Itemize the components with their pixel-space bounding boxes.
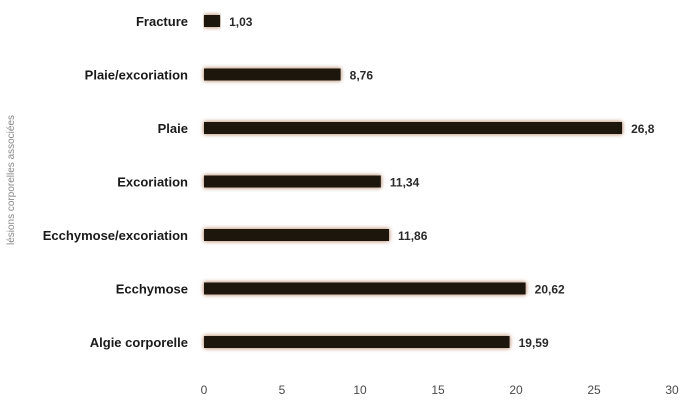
category-labels: Fracture Plaie/excoriation Plaie Excoriatio… [43, 14, 188, 350]
data-label: 26,8 [631, 122, 655, 136]
category-label: Ecchymose/excoriation [43, 228, 188, 243]
data-label: 11,86 [398, 229, 428, 243]
category-label: Ecchymose [116, 282, 188, 297]
bar [204, 122, 623, 134]
y-axis-title: lésions corporelles associées [6, 115, 17, 245]
category-label: Fracture [136, 14, 188, 29]
x-tick-label: 30 [665, 383, 679, 397]
bars-layer [204, 15, 623, 348]
category-label: Algie corporelle [90, 335, 188, 350]
data-label: 20,62 [535, 283, 565, 297]
category-label: Plaie/excoriation [85, 68, 188, 83]
x-tick-label: 15 [431, 383, 445, 397]
bar [204, 336, 510, 348]
category-label: Excoriation [117, 175, 188, 190]
x-tick-label: 5 [279, 383, 286, 397]
value-labels: 1,03 8,76 26,8 11,34 11,86 20,62 19,59 [229, 15, 655, 350]
x-axis-ticks: 0 5 10 15 20 25 30 [201, 383, 679, 397]
x-tick-label: 20 [509, 383, 523, 397]
bar [204, 282, 526, 295]
category-label: Plaie [158, 121, 188, 136]
data-label: 11,34 [390, 176, 420, 190]
data-label: 19,59 [519, 336, 549, 350]
bar [204, 15, 221, 27]
x-tick-label: 10 [353, 383, 367, 397]
x-tick-label: 0 [201, 383, 208, 397]
bar [204, 175, 381, 188]
bar [204, 229, 390, 241]
data-label: 1,03 [229, 15, 253, 29]
bar [204, 68, 341, 81]
data-label: 8,76 [350, 69, 374, 83]
x-tick-label: 25 [587, 383, 601, 397]
